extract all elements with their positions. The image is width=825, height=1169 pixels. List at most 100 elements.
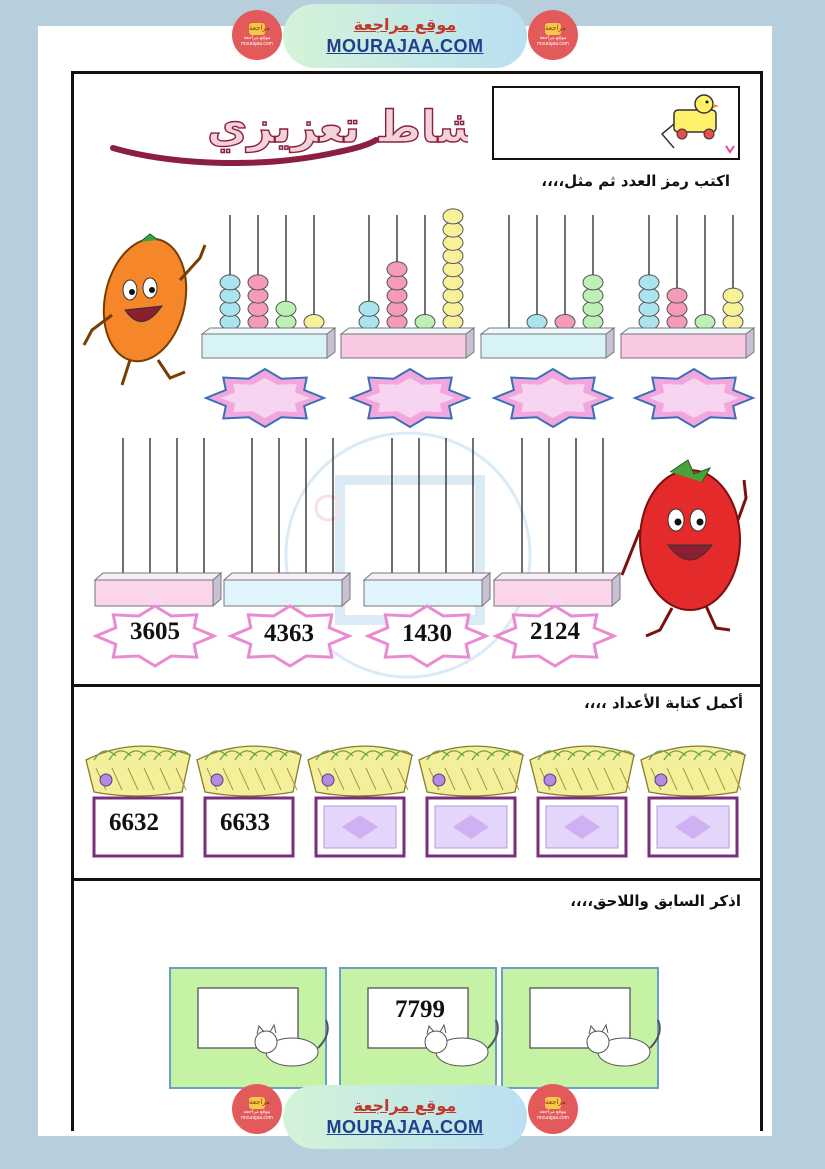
- abacus-bead: [442, 208, 464, 225]
- sequence-box-value[interactable]: 6632: [109, 809, 159, 836]
- worksheet-frame: [71, 71, 763, 1131]
- abacus: [200, 215, 337, 359]
- sequence-box-value[interactable]: 6633: [220, 809, 270, 836]
- abacus: [479, 215, 616, 359]
- abacus-base: [620, 333, 747, 359]
- basket-flower: [99, 773, 113, 787]
- basket-strand: [460, 767, 472, 791]
- frame-window: [197, 987, 299, 1049]
- abacus-base: [201, 333, 328, 359]
- abacus-bead: [638, 274, 660, 291]
- abacus-base: [363, 579, 483, 607]
- abacus-bead: [582, 274, 604, 291]
- basket-row: [85, 745, 747, 858]
- abacus-base-top: [362, 572, 492, 581]
- basket-strand: [698, 767, 710, 791]
- abacus-base-top: [200, 327, 337, 335]
- star-inner: [220, 378, 310, 418]
- logo-caption: موقع مراجعة: [539, 35, 567, 41]
- site-banner-top[interactable]: موقع مراجعة MOURAJAA.COM: [283, 4, 527, 68]
- basket-grass: [168, 750, 192, 761]
- abacus-base-side: [212, 571, 222, 608]
- empty-abacus-row: [93, 438, 622, 608]
- basket-strand: [270, 767, 282, 791]
- cat-ears: [256, 1023, 277, 1035]
- blank-diamond: [342, 815, 378, 839]
- basket-strand: [127, 767, 139, 791]
- basket-flower: [654, 773, 668, 787]
- basket-body: [307, 745, 413, 797]
- abacus-base: [340, 333, 467, 359]
- abacus-base-side: [465, 327, 475, 359]
- basket-strand: [587, 767, 599, 791]
- site-banner-bottom[interactable]: موقع مراجعة MOURAJAA.COM: [283, 1085, 527, 1149]
- basket-strand: [555, 767, 567, 791]
- abacus-base: [493, 579, 613, 607]
- cat-tail: [317, 1019, 329, 1049]
- frame-window: [529, 987, 631, 1049]
- basket-strand: [175, 767, 187, 791]
- tomato-character: [620, 459, 748, 638]
- banner-arabic: موقع مراجعة: [353, 15, 457, 34]
- basket-strand: [254, 767, 266, 791]
- blank-diamond: [453, 815, 489, 839]
- basket-strand: [619, 767, 631, 791]
- star-inner: [365, 378, 455, 418]
- abacus-base-side: [326, 327, 336, 359]
- basket-strand: [492, 767, 504, 791]
- abacus: [339, 208, 476, 359]
- blank-diamond: [675, 815, 711, 839]
- instruction-complete-numbers: أكمل كتابة الأعداد ،،،،: [583, 694, 743, 712]
- banner-arabic: موقع مراجعة: [353, 1096, 457, 1115]
- abacus-base-side: [611, 571, 621, 608]
- star-inner: [508, 378, 598, 418]
- abacus-bead: [526, 314, 548, 330]
- section-divider: [71, 878, 763, 881]
- cat-head: [254, 1030, 278, 1054]
- basket-strand: [476, 767, 488, 791]
- abacus-bead: [247, 274, 269, 291]
- cat-ears: [588, 1023, 609, 1035]
- basket-strand: [222, 767, 234, 791]
- logo-caption: موقع مراجعة: [539, 1109, 567, 1115]
- basket-strand: [159, 767, 171, 791]
- abacus-number: 2124: [530, 618, 580, 645]
- basket-flower: [543, 773, 557, 787]
- basket-strand: [571, 767, 583, 791]
- abacus-base-side: [481, 571, 491, 608]
- abacus-bead: [386, 261, 408, 278]
- logo-badge: مراجعة: [249, 23, 270, 35]
- basket-strand: [143, 767, 155, 791]
- star-number-frame: [364, 604, 490, 668]
- abacus-base-top: [93, 572, 223, 581]
- basket-grass: [612, 750, 636, 761]
- cat-head: [586, 1030, 610, 1054]
- empty-abacus: [93, 438, 223, 608]
- basket-body: [529, 745, 635, 797]
- basket-strand: [444, 767, 456, 791]
- logo-url: mourajaa.com: [537, 1115, 569, 1121]
- abacus-number: 3605: [130, 618, 180, 645]
- basket-grass: [279, 750, 303, 761]
- name-tag-box: [492, 86, 740, 160]
- abacus-base-side: [605, 327, 615, 359]
- empty-abacus: [492, 438, 622, 608]
- blank-diamond: [564, 815, 600, 839]
- number-star-row: [92, 604, 618, 668]
- abacus-bead: [358, 300, 380, 317]
- abacus-bead: [694, 314, 716, 330]
- frame-value[interactable]: 7799: [395, 996, 445, 1023]
- star-number-frame: [492, 604, 618, 668]
- instruction-before-after: اذكر السابق واللاحق،،،،: [570, 892, 741, 910]
- logo-badge: مراجعة: [545, 23, 566, 35]
- activity-title-text: نشاط تعزيزي: [207, 102, 468, 153]
- basket-strand: [666, 767, 678, 791]
- activity-title: نشاط تعزيزي: [110, 101, 468, 167]
- number-box: [92, 796, 184, 858]
- abacus-bead: [666, 287, 688, 304]
- star-number-frame: [92, 604, 218, 668]
- site-logo-right: مراجعة موقع مراجعة mourajaa.com: [528, 10, 578, 60]
- abacus-base-top: [222, 572, 352, 581]
- star-number-frame: [227, 604, 353, 668]
- cat-tail: [487, 1019, 499, 1049]
